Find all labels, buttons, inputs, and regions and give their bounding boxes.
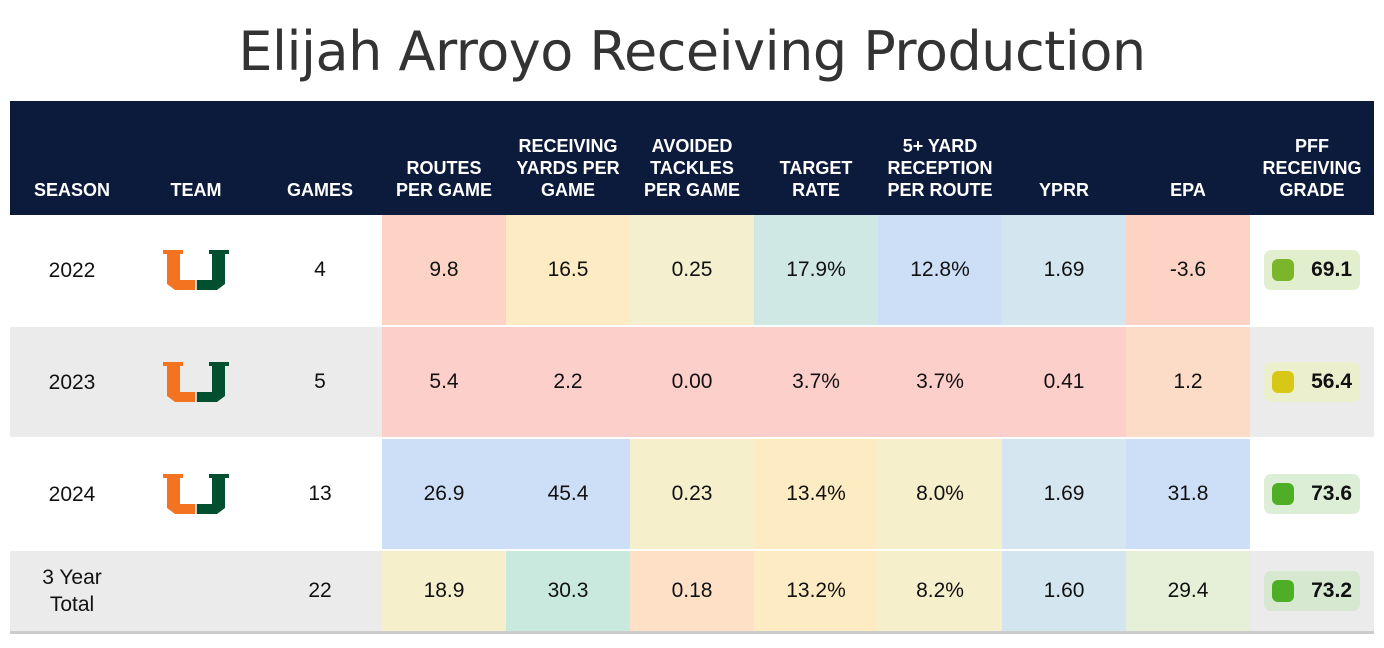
grade-value: 56.4 xyxy=(1311,370,1352,393)
grade-value: 69.1 xyxy=(1311,258,1352,281)
grade-cell: 69.1 xyxy=(1250,215,1374,327)
header-team: TEAM xyxy=(134,101,258,215)
header-target-rate: TARGET RATE xyxy=(754,101,878,215)
yprr-cell: 1.60 xyxy=(1002,550,1126,634)
header-yards: RECEIVING YARDS PER GAME xyxy=(506,101,630,215)
avoided-cell: 0.25 xyxy=(630,215,754,327)
header-routes: ROUTES PER GAME xyxy=(382,101,506,215)
epa-cell: 29.4 xyxy=(1126,550,1250,634)
header-grade: PFF RECEIVING GRADE xyxy=(1250,101,1374,215)
grade-badge: 73.6 xyxy=(1264,474,1360,514)
season-value: 2023 xyxy=(48,370,96,394)
header-row: SEASON TEAM GAMES ROUTES PER GAME RECEIV… xyxy=(10,101,1374,215)
header-season: SEASON xyxy=(10,101,134,215)
grade-dot-icon xyxy=(1272,580,1294,602)
target-rate-cell: 13.2% xyxy=(754,550,878,634)
five-plus-cell: 3.7% xyxy=(878,326,1002,439)
season-cell: 2024 xyxy=(10,438,134,551)
season-value: 2022 xyxy=(48,258,96,282)
header-games: GAMES xyxy=(258,101,382,215)
games-cell: 13 xyxy=(258,438,382,551)
team-cell xyxy=(134,550,258,634)
games-cell: 5 xyxy=(258,326,382,439)
grade-dot-icon xyxy=(1272,483,1294,505)
epa-cell: 1.2 xyxy=(1126,326,1250,439)
stats-table: SEASON TEAM GAMES ROUTES PER GAME RECEIV… xyxy=(10,101,1374,634)
yards-cell: 16.5 xyxy=(506,215,630,327)
miami-u-logo-icon xyxy=(163,250,229,290)
grade-value: 73.2 xyxy=(1311,579,1352,602)
routes-cell: 18.9 xyxy=(382,550,506,634)
miami-u-logo-icon xyxy=(163,474,229,514)
grade-dot-icon xyxy=(1272,371,1294,393)
avoided-cell: 0.00 xyxy=(630,326,754,439)
epa-cell: 31.8 xyxy=(1126,438,1250,551)
yprr-cell: 1.69 xyxy=(1002,438,1126,551)
table-row: 2023 5 5.4 2.2 0.00 3.7% 3.7% 0.41 1.2 56.4 xyxy=(10,326,1374,439)
five-plus-cell: 8.0% xyxy=(878,438,1002,551)
grade-value: 73.6 xyxy=(1311,482,1352,505)
team-cell xyxy=(134,438,258,551)
table-row: 3 Year Total 22 18.9 30.3 0.18 13.2% 8.2% 1.60 2… xyxy=(10,550,1374,634)
five-plus-cell: 8.2% xyxy=(878,550,1002,634)
season-value: 3 Year Total xyxy=(42,566,102,616)
target-rate-cell: 17.9% xyxy=(754,215,878,327)
grade-cell: 73.2 xyxy=(1250,550,1374,634)
games-cell: 22 xyxy=(258,550,382,634)
target-rate-cell: 13.4% xyxy=(754,438,878,551)
table-row: 2024 13 26.9 45.4 0.23 13.4% 8.0% 1.69 31.8 73.6 xyxy=(10,438,1374,551)
season-cell: 2022 xyxy=(10,215,134,327)
season-cell: 3 Year Total xyxy=(10,550,134,634)
routes-cell: 5.4 xyxy=(382,326,506,439)
yprr-cell: 1.69 xyxy=(1002,215,1126,327)
routes-cell: 9.8 xyxy=(382,215,506,327)
avoided-cell: 0.23 xyxy=(630,438,754,551)
header-epa: EPA xyxy=(1126,101,1250,215)
grade-badge: 73.2 xyxy=(1264,571,1360,611)
team-cell xyxy=(134,326,258,439)
routes-cell: 26.9 xyxy=(382,438,506,551)
team-cell xyxy=(134,215,258,327)
epa-cell: -3.6 xyxy=(1126,215,1250,327)
games-cell: 4 xyxy=(258,215,382,327)
miami-u-logo-icon xyxy=(163,362,229,402)
chart-title: Elijah Arroyo Receiving Production xyxy=(238,20,1146,83)
yards-cell: 45.4 xyxy=(506,438,630,551)
yards-cell: 2.2 xyxy=(506,326,630,439)
table-row: 2022 4 9.8 16.5 0.25 17.9% 12.8% 1.69 -3.6 69.1 xyxy=(10,215,1374,327)
season-value: 2024 xyxy=(48,482,96,506)
season-cell: 2023 xyxy=(10,326,134,439)
target-rate-cell: 3.7% xyxy=(754,326,878,439)
yards-cell: 30.3 xyxy=(506,550,630,634)
header-five-plus: 5+ YARD RECEPTION PER ROUTE xyxy=(878,101,1002,215)
yprr-cell: 0.41 xyxy=(1002,326,1126,439)
header-yprr: YPRR xyxy=(1002,101,1126,215)
avoided-cell: 0.18 xyxy=(630,550,754,634)
header-avoided: AVOIDED TACKLES PER GAME xyxy=(630,101,754,215)
grade-badge: 56.4 xyxy=(1264,362,1360,402)
grade-cell: 73.6 xyxy=(1250,438,1374,551)
grade-dot-icon xyxy=(1272,259,1294,281)
grade-badge: 69.1 xyxy=(1264,250,1360,290)
grade-cell: 56.4 xyxy=(1250,326,1374,439)
five-plus-cell: 12.8% xyxy=(878,215,1002,327)
